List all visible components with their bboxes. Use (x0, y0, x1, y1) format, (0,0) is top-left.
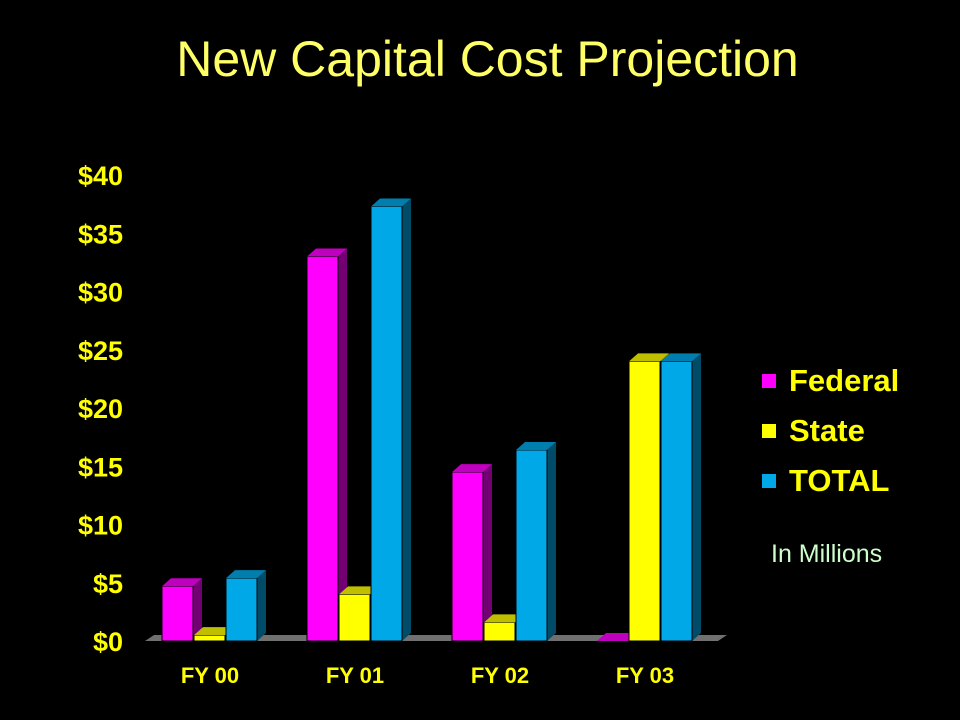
bar-state-fy01 (338, 593, 371, 642)
x-tick-label: FY 01 (326, 663, 384, 688)
bar-top-total-fy00 (226, 570, 266, 579)
bar-top-state-fy02 (484, 614, 524, 623)
bar-top-total-fy03 (661, 353, 701, 362)
legend-item-total: TOTAL (762, 460, 899, 502)
chart-title: New Capital Cost Projection (176, 31, 799, 87)
bar-top-federal-fy02 (452, 464, 492, 473)
y-tick-label: $30 (78, 278, 123, 308)
bar-state-fy02 (483, 621, 516, 642)
y-tick-label: $35 (78, 219, 123, 249)
x-tick-label: FY 02 (471, 663, 529, 688)
bar-total-fy00 (225, 577, 258, 642)
y-tick-label: $10 (78, 511, 123, 541)
bar-federal-fy02 (451, 471, 484, 642)
y-tick-label: $0 (93, 627, 123, 657)
bar-side-total-fy03 (692, 353, 701, 641)
bar-top-federal-fy00 (162, 578, 202, 587)
legend-label-total: TOTAL (789, 463, 890, 498)
bar-state-fy00 (193, 634, 226, 642)
bar-state-fy03 (628, 360, 661, 642)
legend-swatch-state (762, 424, 776, 438)
legend-swatch-total (762, 474, 776, 488)
y-tick-label: $20 (78, 394, 123, 424)
legend-swatch-federal (762, 374, 776, 388)
bar-top-federal-fy03 (597, 633, 637, 641)
bar-side-total-fy01 (402, 198, 411, 641)
y-tick-label: $5 (93, 569, 123, 599)
legend-label-state: State (789, 413, 865, 448)
x-tick-label: FY 03 (616, 663, 674, 688)
bar-total-fy03 (660, 360, 693, 642)
bar-side-total-fy02 (547, 441, 556, 641)
bar-top-state-fy01 (339, 586, 379, 595)
legend: Federal State TOTAL (762, 360, 899, 510)
bar-top-total-fy02 (516, 441, 556, 450)
bar-top-federal-fy01 (307, 248, 347, 257)
chart-floor (145, 635, 727, 641)
bar-side-total-fy00 (257, 570, 266, 641)
bar-total-fy01 (370, 205, 403, 642)
x-tick-label: FY 00 (181, 663, 239, 688)
bar-top-total-fy01 (371, 198, 411, 207)
legend-label-federal: Federal (789, 363, 900, 398)
bar-federal-fy01 (306, 256, 339, 642)
legend-item-state: State (762, 410, 899, 452)
bar-side-federal-fy02 (483, 464, 492, 641)
y-tick-label: $40 (78, 161, 123, 191)
bar-top-state-fy00 (194, 627, 234, 636)
bar-side-federal-fy00 (193, 578, 202, 641)
y-tick-label: $25 (78, 336, 123, 366)
bar-top-state-fy03 (629, 353, 669, 362)
units-note: In Millions (771, 540, 883, 568)
bar-federal-fy00 (161, 585, 194, 642)
bar-side-federal-fy01 (338, 248, 347, 642)
bar-total-fy02 (515, 449, 548, 642)
y-tick-label: $15 (78, 452, 123, 482)
legend-item-federal: Federal (762, 360, 899, 402)
